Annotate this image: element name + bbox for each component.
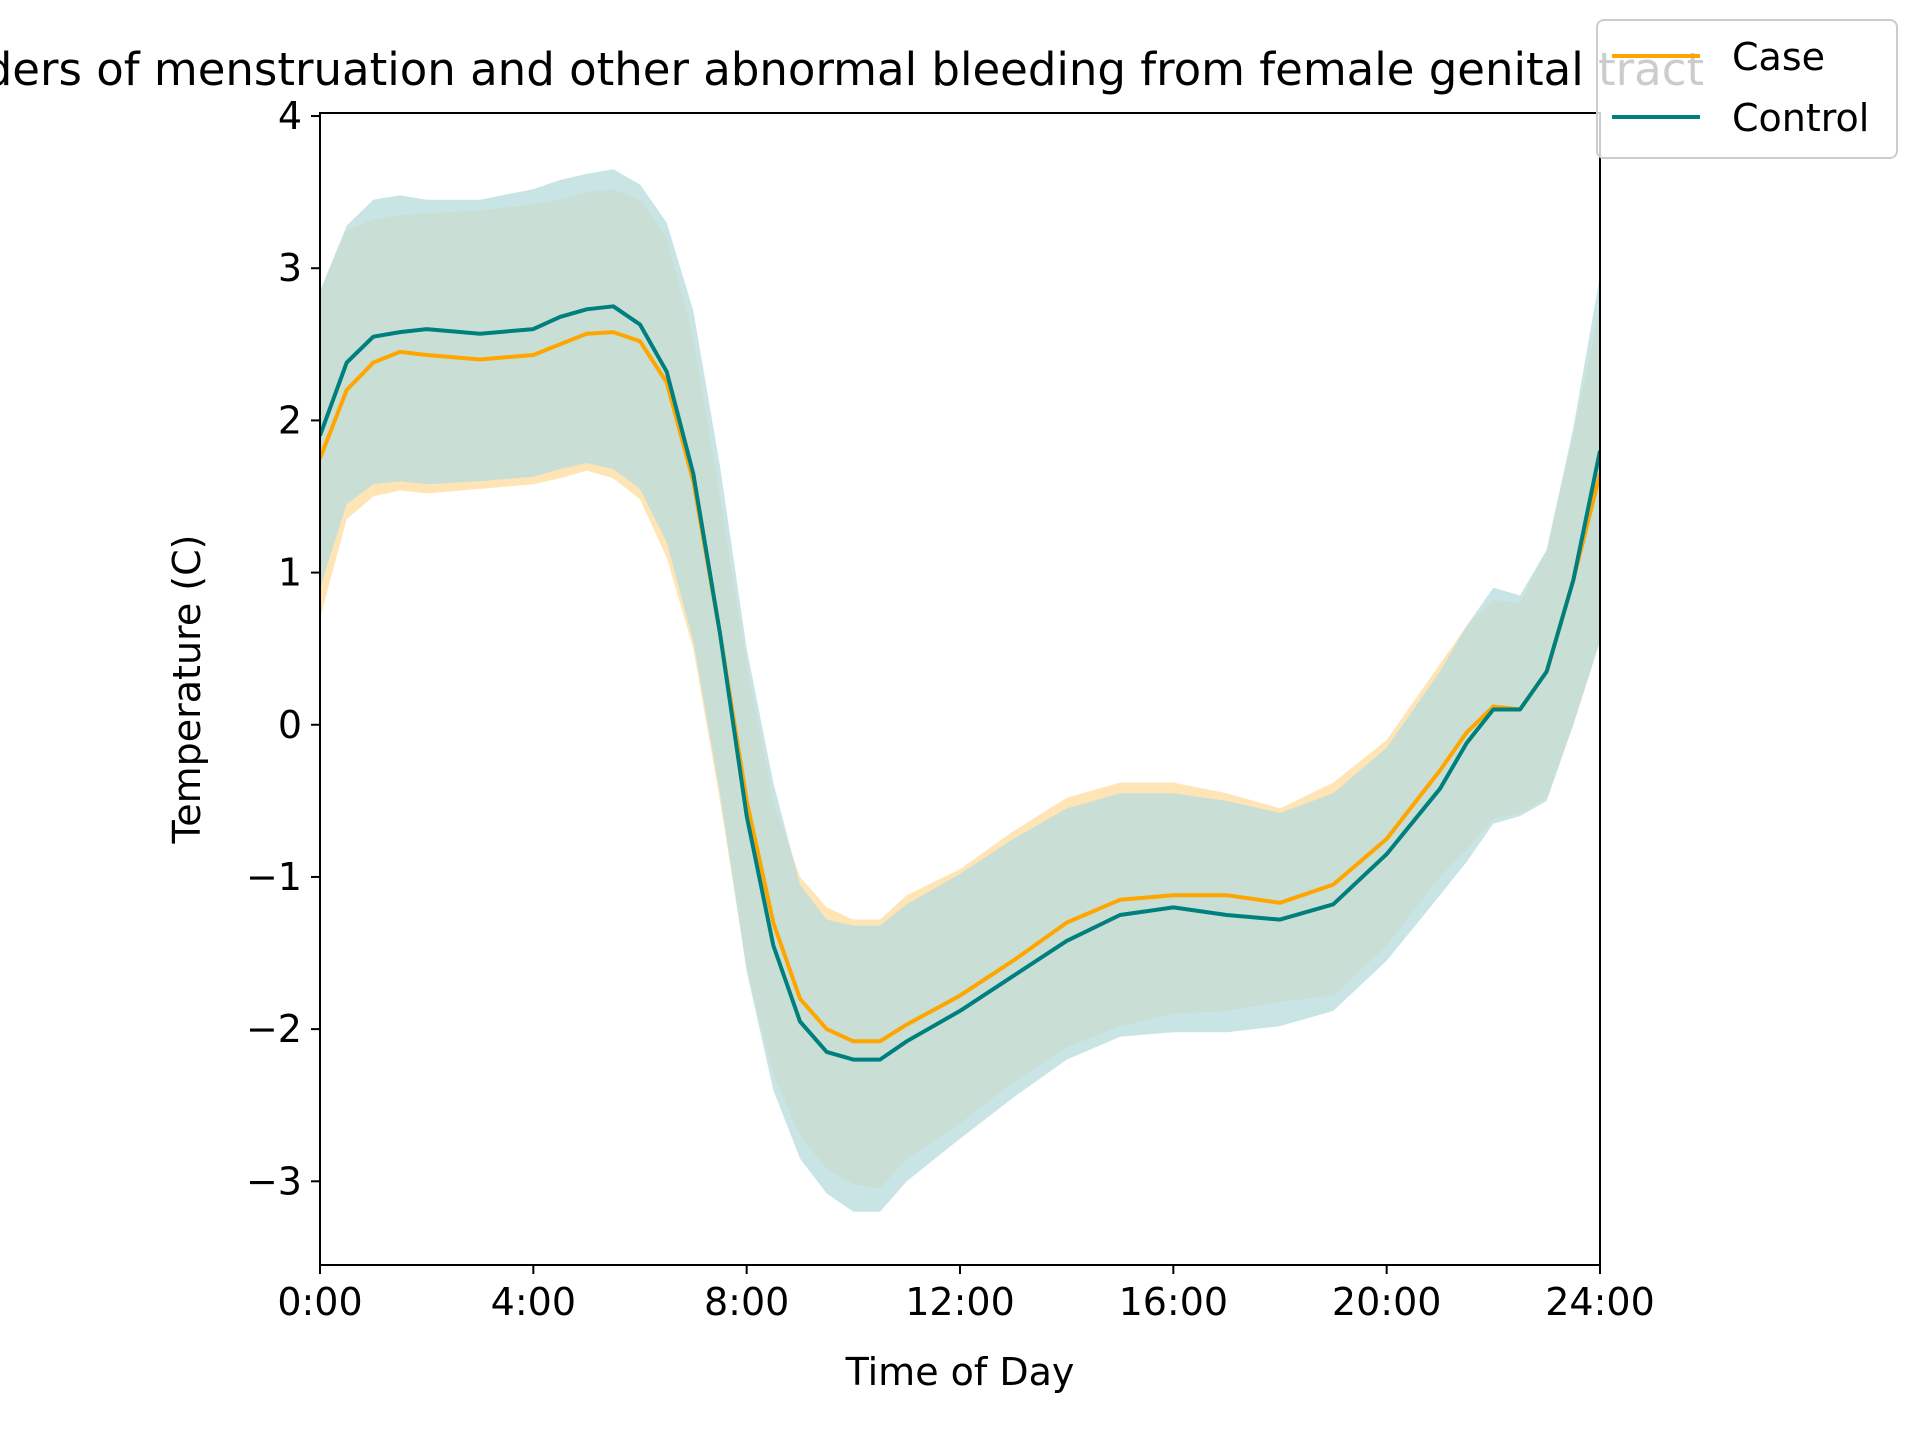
y-axis-label: Temperature (C) [165, 535, 209, 845]
band-control [320, 169, 1600, 1212]
series-lines [320, 304, 1600, 1062]
y-tick-label: 1 [278, 551, 302, 595]
y-tick-label: 2 [278, 398, 302, 442]
x-axis-ticks: 0:00 4:00 8:00 12:00 16:00 20:00 24:00 [277, 1265, 1655, 1324]
x-tick-label: 16:00 [1119, 1280, 1229, 1324]
y-tick-label: −1 [246, 855, 302, 899]
x-axis-label: Time of Day [845, 1350, 1075, 1394]
y-tick-label: 3 [278, 246, 302, 290]
x-tick-label: 24:00 [1545, 1280, 1655, 1324]
y-axis-ticks: 4 3 2 1 0 −1 −2 −3 [246, 94, 320, 1203]
legend: Case Control [1596, 19, 1898, 159]
line-case [320, 330, 1600, 1044]
chart-title: Disorders of menstruation and other abno… [0, 43, 1704, 96]
confidence-bands [320, 169, 1600, 1212]
x-tick-label: 20:00 [1332, 1280, 1442, 1324]
y-tick-label: −2 [246, 1007, 302, 1051]
y-tick-label: −3 [246, 1159, 302, 1203]
x-tick-label: 0:00 [277, 1280, 362, 1324]
x-tick-label: 8:00 [704, 1280, 789, 1324]
y-tick-label: 4 [278, 94, 302, 138]
y-tick-label: 0 [278, 703, 302, 747]
line-control [320, 304, 1600, 1062]
legend-label-control: Control [1732, 96, 1869, 140]
x-tick-label: 4:00 [491, 1280, 576, 1324]
x-tick-label: 12:00 [905, 1280, 1015, 1324]
legend-label-case: Case [1732, 35, 1825, 79]
